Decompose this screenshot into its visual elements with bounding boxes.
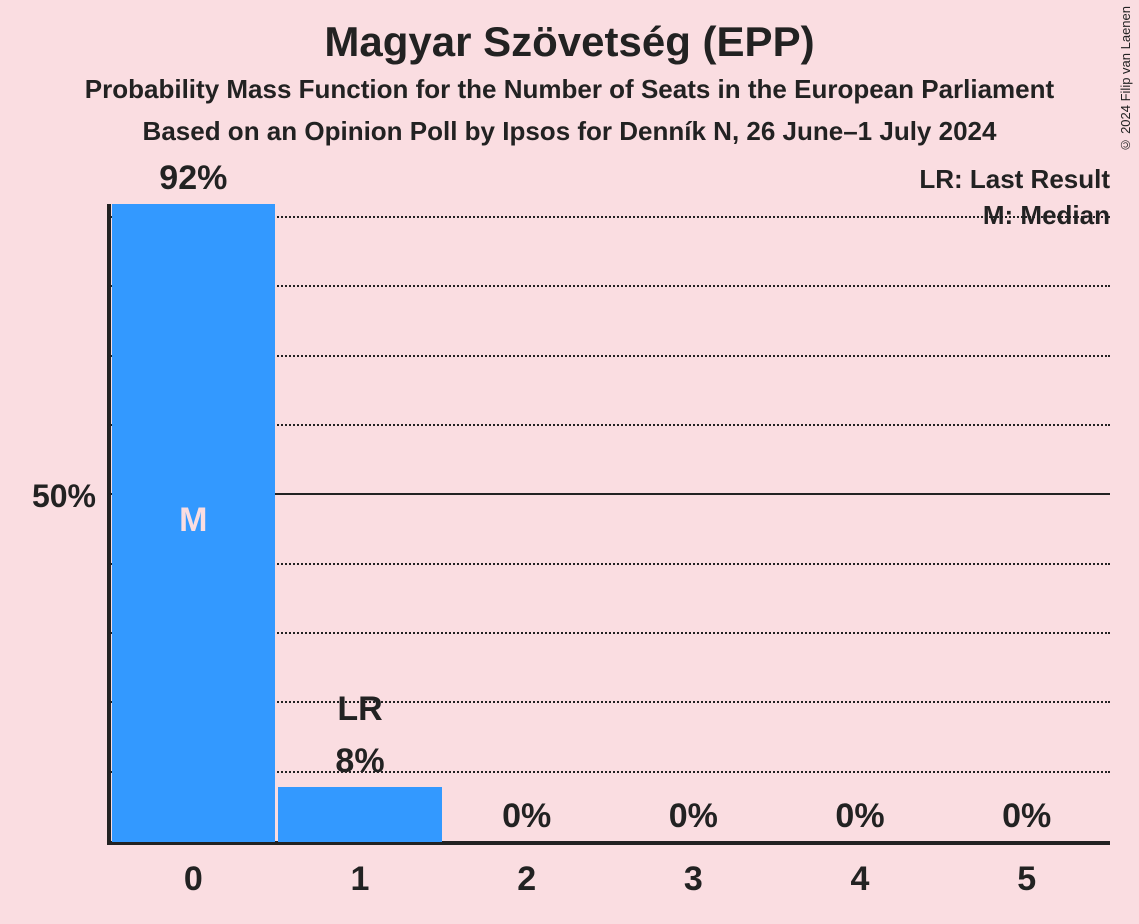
median-marker: M [112, 501, 275, 540]
x-tick-label: 1 [277, 860, 444, 899]
chart-title: Magyar Szövetség (EPP) [0, 18, 1139, 66]
legend-item: LR: Last Result [919, 164, 1110, 195]
y-tick-label: 50% [0, 478, 96, 515]
x-tick-label: 3 [610, 860, 777, 899]
copyright-text: © 2024 Filip van Laenen [1118, 6, 1133, 153]
y-axis [107, 204, 111, 842]
bar-value-label: 0% [443, 797, 610, 836]
bar-value-label: 92% [110, 159, 277, 198]
x-tick-label: 0 [110, 860, 277, 899]
chart-subtitle-2: Based on an Opinion Poll by Ipsos for De… [0, 116, 1139, 147]
bar-value-label: 8% [277, 742, 444, 781]
x-tick-label: 4 [777, 860, 944, 899]
legend-item: M: Median [983, 200, 1110, 231]
bar-value-label: 0% [777, 797, 944, 836]
chart-canvas: Magyar Szövetség (EPP) Probability Mass … [0, 0, 1139, 924]
bar-value-label: 0% [943, 797, 1110, 836]
chart-subtitle-1: Probability Mass Function for the Number… [0, 74, 1139, 105]
x-tick-label: 2 [443, 860, 610, 899]
last-result-marker: LR [277, 690, 444, 729]
bar-value-label: 0% [610, 797, 777, 836]
x-tick-label: 5 [943, 860, 1110, 899]
plot-area: 50%M92%08%LR10%20%30%40%5LR: Last Result… [110, 204, 1110, 842]
bar [278, 787, 441, 842]
